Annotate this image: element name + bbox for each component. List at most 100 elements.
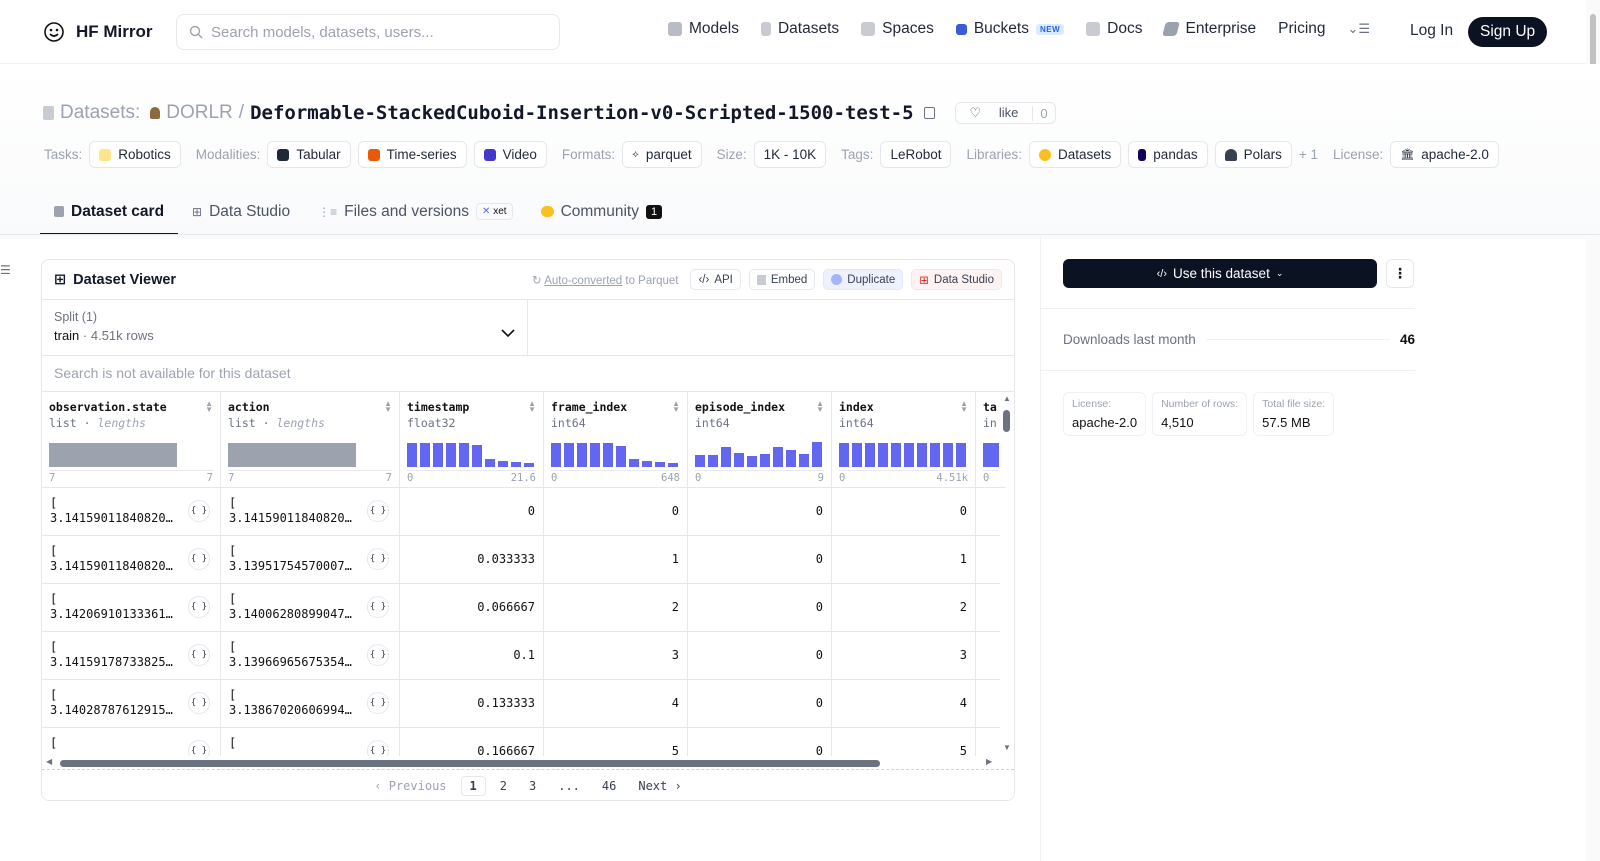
expand-json-icon[interactable]: { } (188, 596, 210, 618)
cell-act[interactable]: [{ } (221, 728, 400, 756)
toc-toggle-icon[interactable]: ☰ (0, 263, 11, 277)
cell-obs[interactable]: [3.141590118408203… { } (42, 488, 221, 536)
cell-index[interactable]: 2 (832, 584, 976, 632)
column-header-timestamp[interactable]: timestamp float32 ▲ ▼ 0 21.6 (400, 392, 544, 488)
cell-episode-index[interactable]: 0 (688, 680, 832, 728)
prev-page-button[interactable]: ‹ Previous (374, 779, 447, 793)
tag-size[interactable]: 1K - 10K (753, 141, 827, 168)
nav-pricing[interactable]: Pricing (1278, 20, 1325, 38)
nav-more-menu[interactable]: ⌄☰ (1348, 21, 1371, 37)
cell-index[interactable]: 1 (832, 536, 976, 584)
tag-tabular[interactable]: Tabular (267, 141, 351, 168)
grid-vertical-scrollbar[interactable]: ▲ ▼ (1000, 392, 1014, 756)
tag-pandas[interactable]: pandas (1128, 141, 1208, 168)
cell-episode-index[interactable]: 0 (688, 488, 832, 536)
expand-json-icon[interactable]: { } (188, 644, 210, 666)
datasets-prefix[interactable]: Datasets: (60, 102, 141, 123)
cell-index[interactable]: 0 (832, 488, 976, 536)
use-dataset-button[interactable]: ‹/› Use this dataset ⌄ (1063, 259, 1377, 288)
cell-frame-index[interactable]: 3 (544, 632, 688, 680)
grid-horizontal-scrollbar[interactable]: ◀ ▶ (42, 756, 1014, 770)
cell-timestamp[interactable]: 0.066667 (400, 584, 544, 632)
cell-frame-index[interactable]: 4 (544, 680, 688, 728)
cell-act[interactable]: [3.138670206069946… { } (221, 680, 400, 728)
cell-obs[interactable]: [3.141590118408203… { } (42, 536, 221, 584)
tag-license[interactable]: 🏛 apache-2.0 (1390, 141, 1499, 168)
cell-obs[interactable]: [3.141591787338257… { } (42, 632, 221, 680)
sort-icon[interactable]: ▲ ▼ (528, 399, 536, 414)
tag-lerobot[interactable]: LeRobot (880, 141, 952, 168)
search-input[interactable] (211, 23, 531, 41)
expand-json-icon[interactable]: { } (188, 740, 210, 756)
table-row[interactable]: [{ } [{ } 0.166667 5 0 5 (42, 728, 1000, 756)
tag-datasets-lib[interactable]: Datasets (1029, 141, 1122, 168)
page-46[interactable]: 46 (601, 779, 617, 793)
cell-timestamp[interactable]: 0.166667 (400, 728, 544, 756)
column-header-frame-index[interactable]: frame_index int64 ▲ ▼ 0 648 (544, 392, 688, 488)
cell-timestamp[interactable]: 0.133333 (400, 680, 544, 728)
cell-timestamp[interactable]: 0.033333 (400, 536, 544, 584)
sort-icon[interactable]: ▲ ▼ (960, 399, 968, 414)
scroll-up-icon[interactable]: ▲ (1003, 394, 1011, 403)
cell-timestamp[interactable]: 0 (400, 488, 544, 536)
scroll-right-icon[interactable]: ▶ (986, 757, 993, 766)
expand-json-icon[interactable]: { } (188, 548, 210, 570)
expand-json-icon[interactable]: { } (188, 500, 210, 522)
cell-index[interactable]: 4 (832, 680, 976, 728)
tab-dataset-card[interactable]: Dataset card (40, 190, 179, 235)
table-row[interactable]: [3.141590118408203…{ }[3.141590118408203… (42, 488, 1000, 536)
tag-time-series[interactable]: Time-series (357, 141, 467, 168)
grid-hscroll-thumb[interactable] (60, 760, 880, 767)
column-header-index[interactable]: index int64 ▲ ▼ 0 4.51k (832, 392, 976, 488)
copy-icon[interactable] (923, 107, 935, 119)
expand-json-icon[interactable]: { } (367, 644, 389, 666)
expand-json-icon[interactable]: { } (367, 740, 389, 756)
login-link[interactable]: Log In (1410, 22, 1454, 39)
api-button[interactable]: ‹/› API (690, 269, 741, 290)
nav-enterprise[interactable]: Enterprise (1162, 20, 1256, 38)
cell-index[interactable]: 3 (832, 632, 976, 680)
more-libraries[interactable]: + 1 (1298, 147, 1319, 162)
page-3[interactable]: 3 (528, 779, 537, 793)
cell-obs[interactable]: [{ } (42, 728, 221, 756)
cell-timestamp[interactable]: 0.1 (400, 632, 544, 680)
table-row[interactable]: [3.140287876129150…{ }[3.138670206069946… (42, 680, 1000, 728)
cell-act[interactable]: [3.141590118408203… { } (221, 488, 400, 536)
cell-episode-index[interactable]: 0 (688, 536, 832, 584)
auto-converted-link[interactable]: Auto-converted (544, 274, 623, 287)
cell-act[interactable]: [3.13966965675354,… { } (221, 632, 400, 680)
expand-json-icon[interactable]: { } (367, 548, 389, 570)
sort-icon[interactable]: ▲ ▼ (384, 399, 392, 414)
cell-episode-index[interactable]: 0 (688, 632, 832, 680)
search-box[interactable] (176, 14, 560, 50)
expand-json-icon[interactable]: { } (367, 692, 389, 714)
tab-files[interactable]: ⋮≡ Files and versions ✕ xet (304, 190, 526, 235)
page-2[interactable]: 2 (499, 779, 507, 793)
cell-frame-index[interactable]: 2 (544, 584, 688, 632)
table-row[interactable]: [3.141590118408203…{ }[3.139517545700073… (42, 536, 1000, 584)
cell-obs[interactable]: [3.140287876129150… { } (42, 680, 221, 728)
expand-json-icon[interactable]: { } (188, 692, 210, 714)
grid-vscroll-thumb[interactable] (1003, 410, 1010, 432)
signup-button[interactable]: Sign Up (1468, 17, 1548, 47)
repo-name[interactable]: Deformable-StackedCuboid-Insertion-v0-Sc… (250, 102, 914, 124)
next-page-button[interactable]: Next › (638, 779, 682, 793)
brand[interactable]: HF Mirror (42, 20, 153, 44)
nav-datasets[interactable]: Datasets (760, 20, 839, 38)
page-1[interactable]: 1 (460, 776, 486, 796)
nav-buckets[interactable]: Buckets NEW (955, 20, 1065, 38)
cell-obs[interactable]: [3.142069101333618… { } (42, 584, 221, 632)
split-selector[interactable]: Split (1) train · 4.51k rows (42, 300, 528, 355)
expand-json-icon[interactable]: { } (367, 596, 389, 618)
scroll-down-icon[interactable]: ▼ (1003, 743, 1011, 752)
nav-spaces[interactable]: Spaces (861, 20, 934, 38)
nav-docs[interactable]: Docs (1086, 20, 1142, 38)
scroll-left-icon[interactable]: ◀ (46, 757, 53, 766)
tag-video[interactable]: Video (473, 141, 547, 168)
tag-polars[interactable]: Polars (1214, 141, 1292, 168)
cell-act[interactable]: [3.139517545700073… { } (221, 536, 400, 584)
table-row[interactable]: [3.142069101333618…{ }[3.140062808990478… (42, 584, 1000, 632)
